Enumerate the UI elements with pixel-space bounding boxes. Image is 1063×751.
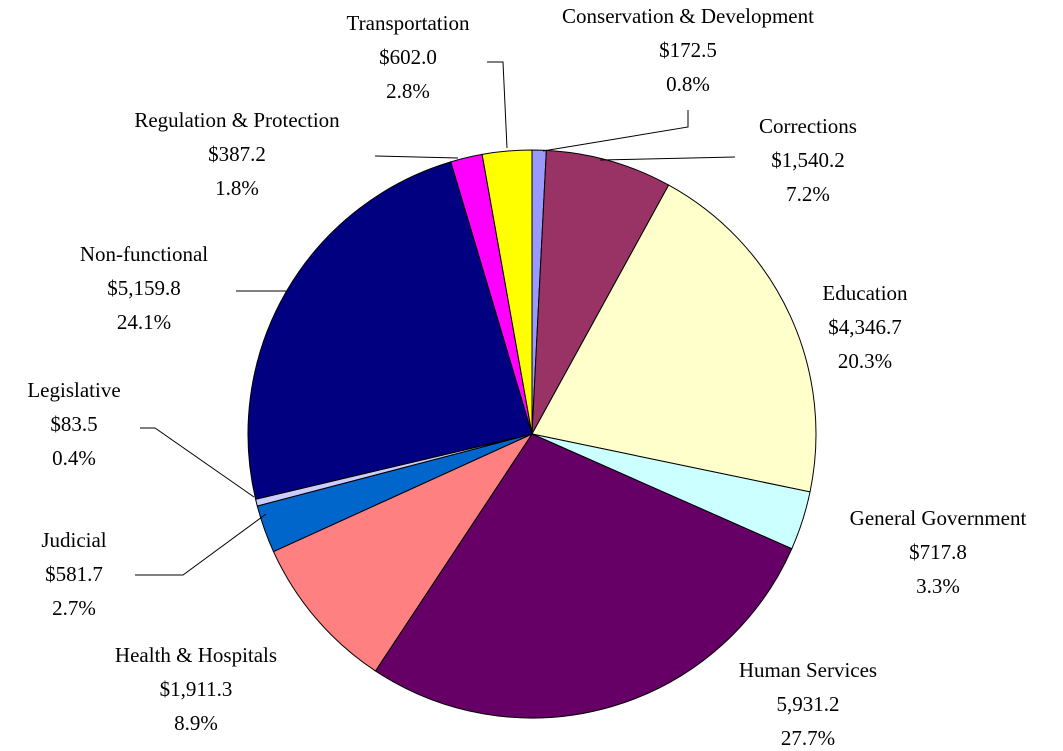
percent-label: 24.1% xyxy=(117,310,171,334)
percent-label: 0.4% xyxy=(52,446,96,470)
slice-label: Regulation & Protection xyxy=(134,108,340,132)
value-label: $387.2 xyxy=(208,142,266,166)
value-label: $83.5 xyxy=(50,412,97,436)
percent-label: 8.9% xyxy=(174,711,218,735)
value-label: $172.5 xyxy=(659,38,717,62)
value-label: $4,346.7 xyxy=(828,315,902,339)
pie-slice xyxy=(481,149,533,435)
leader-line xyxy=(140,427,255,498)
slice-label: Non-functional xyxy=(80,242,208,266)
leader-line xyxy=(135,513,267,576)
value-label: $1,540.2 xyxy=(771,148,845,172)
slice-label: Transportation xyxy=(347,11,470,35)
slice-label: Health & Hospitals xyxy=(115,643,277,667)
slice-label: Conservation & Development xyxy=(562,4,814,28)
slice-label: Education xyxy=(822,281,908,305)
value-label: $5,159.8 xyxy=(107,276,181,300)
pie-slice xyxy=(247,161,533,500)
value-label: $717.8 xyxy=(909,540,967,564)
value-label: 5,931.2 xyxy=(777,692,840,716)
percent-label: 20.3% xyxy=(838,349,892,373)
slice-label: Judicial xyxy=(41,528,106,552)
percent-label: 2.7% xyxy=(52,596,96,620)
pie-slice xyxy=(531,149,670,435)
pie-slice xyxy=(272,432,534,672)
percent-label: 7.2% xyxy=(786,182,830,206)
value-label: $602.0 xyxy=(379,45,437,69)
value-label: $581.7 xyxy=(45,562,103,586)
leader-line xyxy=(487,61,508,149)
percent-label: 1.8% xyxy=(215,176,259,200)
leader-line xyxy=(542,110,689,152)
percent-label: 0.8% xyxy=(666,72,710,96)
slice-label: General Government xyxy=(850,506,1027,530)
leader-line xyxy=(599,156,736,161)
pie-slice xyxy=(531,184,817,493)
percent-label: 2.8% xyxy=(386,79,430,103)
pie-slice xyxy=(374,433,793,719)
slice-label: Legislative xyxy=(27,378,120,402)
percent-label: 27.7% xyxy=(781,726,835,750)
percent-label: 3.3% xyxy=(916,574,960,598)
value-label: $1,911.3 xyxy=(160,677,233,701)
leader-line xyxy=(374,155,459,159)
slice-label: Human Services xyxy=(739,658,877,682)
slice-label: Corrections xyxy=(759,114,857,138)
